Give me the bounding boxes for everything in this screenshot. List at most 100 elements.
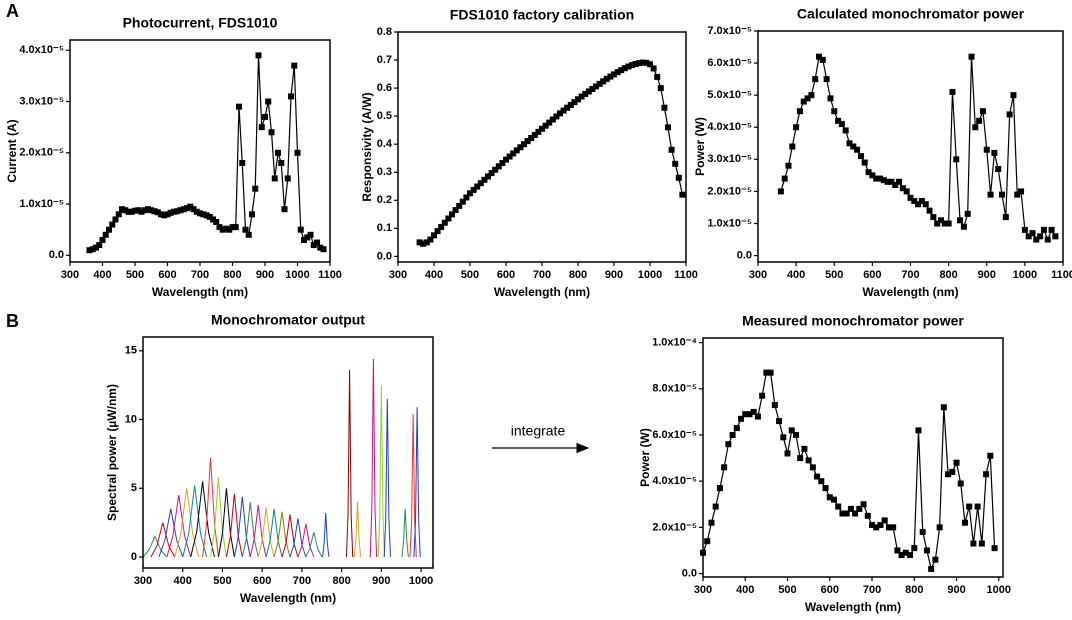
data-point <box>949 88 956 95</box>
x-tick-label: 1100 <box>318 269 342 281</box>
data-point <box>226 226 233 233</box>
data-point <box>1033 236 1040 243</box>
data-point <box>531 131 538 138</box>
x-tick-label: 800 <box>939 269 957 281</box>
chart-title: Measured monochromator power <box>742 313 964 329</box>
y-tick-label: 2.0x10⁻⁵ <box>19 147 64 159</box>
data-point <box>675 174 682 181</box>
annotation: integrate <box>511 423 566 439</box>
data-point <box>877 175 883 182</box>
data-point <box>839 510 846 517</box>
data-point <box>463 194 470 201</box>
y-axis-label: Current (A) <box>5 119 19 182</box>
data-point <box>873 524 880 531</box>
data-point <box>716 485 723 492</box>
data-point <box>846 140 853 147</box>
y-tick-label: 0.7 <box>377 54 392 66</box>
data-point <box>187 203 194 210</box>
y-tick-label: 1.0x10⁻⁵ <box>19 198 64 210</box>
data-point <box>643 59 650 66</box>
data-point <box>89 246 96 253</box>
data-point <box>629 62 635 69</box>
data-point <box>492 166 499 173</box>
data-point <box>953 459 960 466</box>
data-point <box>880 177 887 184</box>
data-line <box>322 512 330 558</box>
y-tick-label: 6.0x10⁻⁵ <box>652 429 697 441</box>
data-point <box>278 160 285 167</box>
data-point <box>281 206 288 213</box>
data-point <box>860 501 867 508</box>
data-point <box>776 418 783 425</box>
data-point <box>780 434 787 441</box>
data-point <box>245 231 252 238</box>
y-tick-label: 8.0x10⁻⁵ <box>652 383 697 395</box>
data-point <box>854 146 861 153</box>
data-line <box>369 358 378 558</box>
data-point <box>796 108 803 115</box>
data-point <box>968 53 975 60</box>
x-tick-label: 700 <box>293 575 311 587</box>
x-tick-label: 300 <box>61 269 79 281</box>
data-point <box>1029 230 1036 237</box>
y-tick-label: 0.3 <box>377 166 392 178</box>
x-tick-label: 1100 <box>674 269 698 281</box>
data-point <box>438 223 445 230</box>
data-point <box>474 183 481 190</box>
y-tick-label: 0.6 <box>377 82 392 94</box>
y-tick-label: 5 <box>131 482 137 494</box>
y-tick-label: 3.0x10⁻⁵ <box>707 153 752 165</box>
data-point <box>607 73 614 80</box>
x-axis-label: Wavelength (nm) <box>862 285 958 299</box>
x-tick-label: 900 <box>256 269 274 281</box>
data-point <box>301 236 307 243</box>
data-point <box>310 242 317 249</box>
data-point <box>506 153 513 160</box>
data-point <box>528 135 535 142</box>
data-point <box>423 239 430 246</box>
data-point <box>164 211 171 218</box>
data-point <box>542 122 549 129</box>
data-point <box>1014 191 1021 198</box>
data-point <box>582 90 589 97</box>
data-point <box>161 212 168 219</box>
data-point <box>1025 233 1032 240</box>
chart-title: FDS1010 factory calibration <box>450 7 634 23</box>
data-point <box>665 124 671 131</box>
data-line <box>182 485 208 558</box>
data-point <box>805 457 812 464</box>
data-point <box>232 224 239 231</box>
data-point <box>938 217 944 224</box>
data-point <box>843 510 850 517</box>
x-tick-label: 1100 <box>1051 269 1072 281</box>
data-point <box>804 95 811 102</box>
y-tick-label: 2.0x10⁻⁵ <box>652 521 697 533</box>
data-point <box>826 494 833 501</box>
data-point <box>564 104 571 111</box>
data-point <box>729 431 736 438</box>
data-point <box>499 159 506 166</box>
data-point <box>481 176 488 183</box>
data-point <box>275 149 281 156</box>
data-point <box>983 146 990 153</box>
data-point <box>639 59 646 66</box>
data-point <box>881 517 888 524</box>
data-point <box>560 107 567 114</box>
data-point <box>632 60 639 67</box>
x-tick-label: 500 <box>213 575 231 587</box>
data-point <box>964 210 971 217</box>
data-point <box>268 129 275 136</box>
data-point <box>945 471 952 478</box>
data-point <box>611 71 617 78</box>
data-point <box>128 208 135 215</box>
chart-title: Calculated monochromator power <box>797 6 1025 22</box>
data-point <box>784 450 791 457</box>
x-tick-label: 500 <box>126 269 144 281</box>
data-point <box>983 471 990 478</box>
data-point <box>575 96 581 103</box>
data-point <box>206 213 213 220</box>
data-line <box>419 61 683 245</box>
data-point <box>873 175 880 182</box>
data-point <box>899 185 906 192</box>
y-tick-label: 0.4 <box>377 138 393 150</box>
